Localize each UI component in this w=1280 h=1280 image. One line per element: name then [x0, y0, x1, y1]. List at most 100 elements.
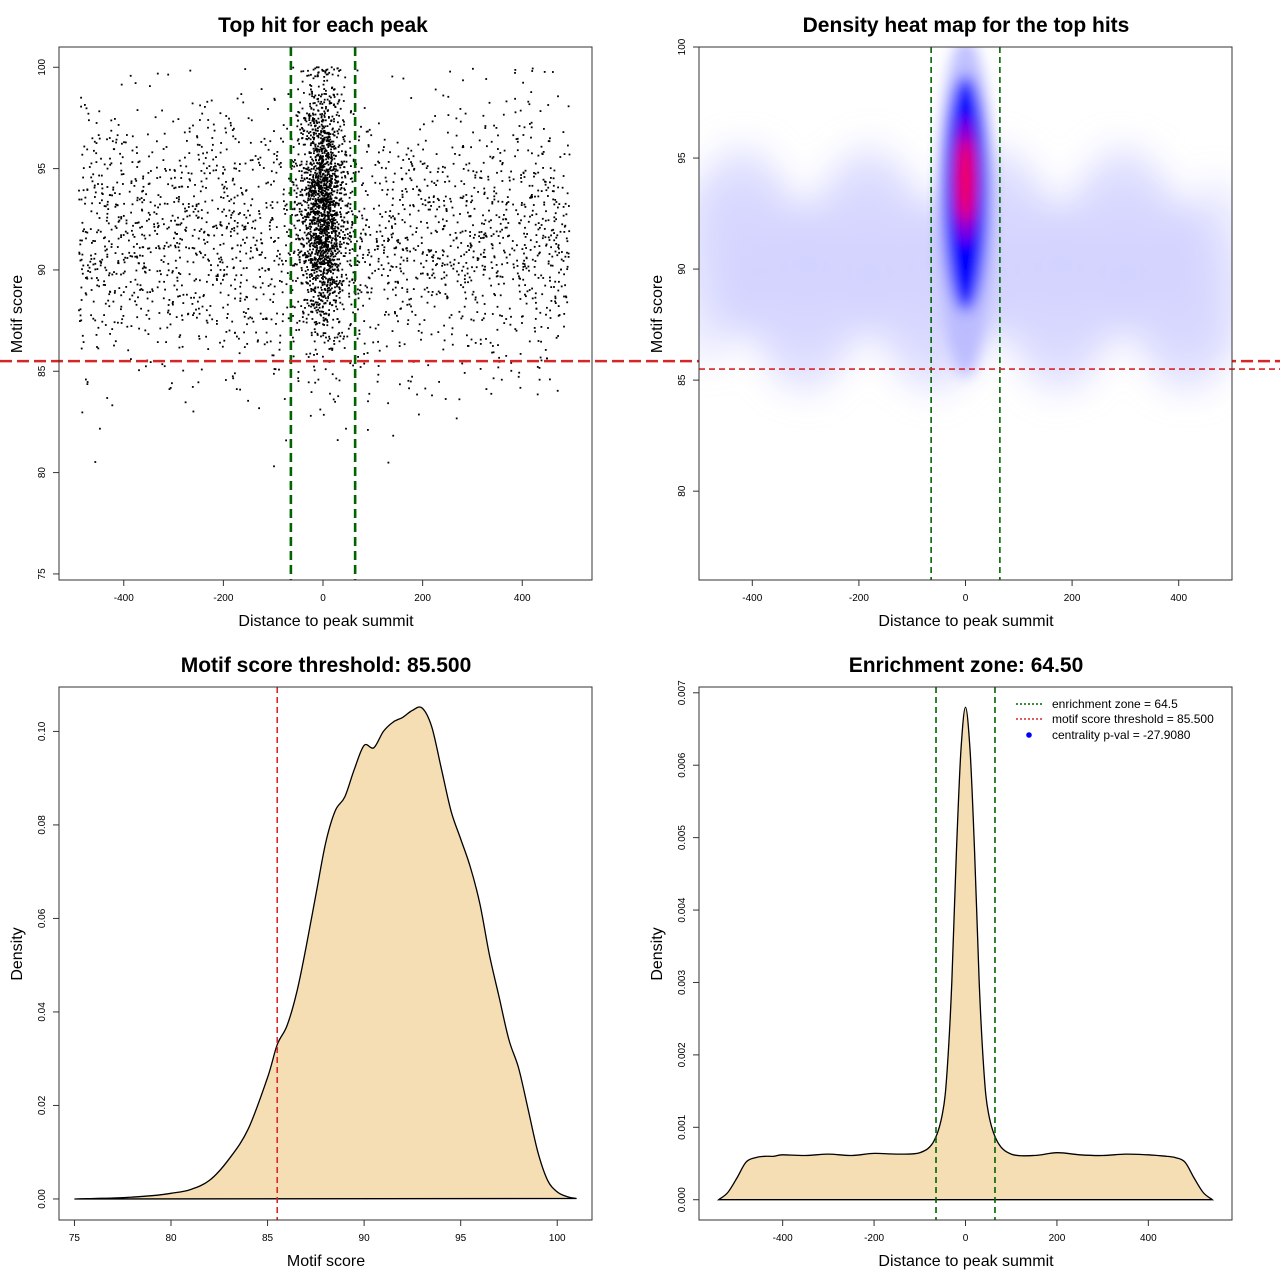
scatter-point — [282, 124, 285, 126]
scatter-point — [326, 73, 329, 76]
scatter-point — [436, 208, 438, 211]
scatter-point — [173, 284, 176, 287]
scatter-point — [317, 204, 320, 207]
scatter-point — [480, 237, 482, 239]
scatter-point — [177, 118, 180, 120]
scatter-point — [391, 204, 394, 206]
scatter-point — [300, 179, 302, 182]
scatter-point — [550, 286, 553, 288]
scatter-point — [323, 294, 326, 297]
scatter-point — [544, 349, 547, 351]
scatter-point — [314, 165, 317, 167]
scatter-point — [522, 278, 525, 281]
scatter-point — [188, 178, 191, 181]
scatter-point — [305, 242, 308, 245]
scatter-point — [222, 197, 225, 199]
scatter-point — [304, 117, 307, 120]
scatter-point — [131, 149, 134, 152]
score-density-y-label: Density — [9, 927, 26, 980]
scatter-point — [464, 274, 466, 277]
scatter-point — [302, 274, 304, 276]
scatter-point — [260, 232, 263, 235]
x-tick-label: 0 — [963, 593, 969, 604]
scatter-point — [419, 160, 422, 163]
scatter-point — [322, 311, 325, 313]
scatter-point — [329, 265, 332, 267]
scatter-point — [330, 66, 333, 69]
scatter-point — [136, 256, 139, 259]
scatter-point — [103, 280, 105, 283]
scatter-point — [319, 265, 322, 268]
scatter-point — [312, 112, 314, 115]
scatter-point — [319, 230, 322, 233]
scatter-point — [531, 258, 534, 261]
scatter-point — [325, 184, 328, 187]
scatter-point — [103, 314, 105, 316]
scatter-point — [271, 201, 274, 203]
scatter-point — [501, 276, 504, 278]
scatter-point — [130, 211, 132, 214]
scatter-point — [299, 194, 302, 196]
scatter-point — [320, 310, 323, 313]
scatter-point — [130, 358, 132, 360]
scatter-point — [252, 236, 255, 239]
scatter-point — [326, 245, 328, 248]
scatter-point — [331, 152, 334, 154]
scatter-point — [333, 131, 336, 133]
scatter-point — [526, 233, 528, 235]
scatter-point — [446, 263, 449, 266]
scatter-point — [303, 167, 305, 170]
scatter-point — [328, 71, 331, 74]
scatter-point — [469, 242, 472, 245]
scatter-point — [82, 189, 85, 192]
scatter-point — [163, 245, 166, 247]
scatter-point — [330, 181, 333, 183]
scatter-point — [418, 323, 421, 326]
scatter-point — [501, 228, 503, 231]
scatter-point — [300, 281, 303, 284]
scatter-point — [352, 281, 355, 284]
scatter-point — [260, 253, 262, 256]
heatmap-panel: Density heat map for the top hits -400 -2… — [649, 14, 1280, 630]
scatter-point — [545, 189, 548, 192]
scatter-point — [314, 264, 317, 267]
y-tick-label: 0.08 — [37, 815, 48, 835]
scatter-point — [326, 243, 329, 246]
scatter-point — [426, 286, 429, 289]
scatter-point — [243, 202, 246, 205]
scatter-point — [79, 259, 82, 262]
scatter-point — [461, 315, 464, 318]
scatter-point — [312, 178, 315, 181]
scatter-point — [327, 109, 329, 112]
scatter-point — [408, 169, 410, 172]
scatter-point — [309, 197, 312, 200]
scatter-point — [387, 262, 390, 265]
scatter-point — [378, 224, 381, 227]
scatter-point — [328, 313, 330, 316]
scatter-point — [241, 224, 244, 227]
scatter-point — [240, 187, 242, 189]
scatter-point — [199, 279, 201, 282]
scatter-point — [302, 179, 304, 182]
scatter-point — [315, 176, 318, 178]
scatter-point — [468, 215, 471, 218]
heatmap-background-density — [699, 141, 1232, 398]
scatter-point — [293, 250, 296, 253]
scatter-point — [136, 316, 139, 319]
scatter-point — [276, 312, 278, 315]
scatter-point — [449, 261, 452, 264]
scatter-point — [310, 85, 313, 87]
scatter-point — [301, 128, 304, 130]
scatter-point — [539, 311, 542, 314]
scatter-point — [348, 249, 351, 251]
scatter-point — [305, 259, 307, 262]
scatter-point — [204, 200, 207, 203]
scatter-point — [320, 286, 322, 289]
scatter-point — [198, 158, 200, 161]
scatter-point — [246, 343, 249, 345]
scatter-point — [191, 303, 194, 305]
scatter-point — [502, 218, 504, 221]
scatter-point — [325, 258, 328, 261]
scatter-point — [335, 263, 338, 266]
scatter-point — [175, 316, 178, 318]
